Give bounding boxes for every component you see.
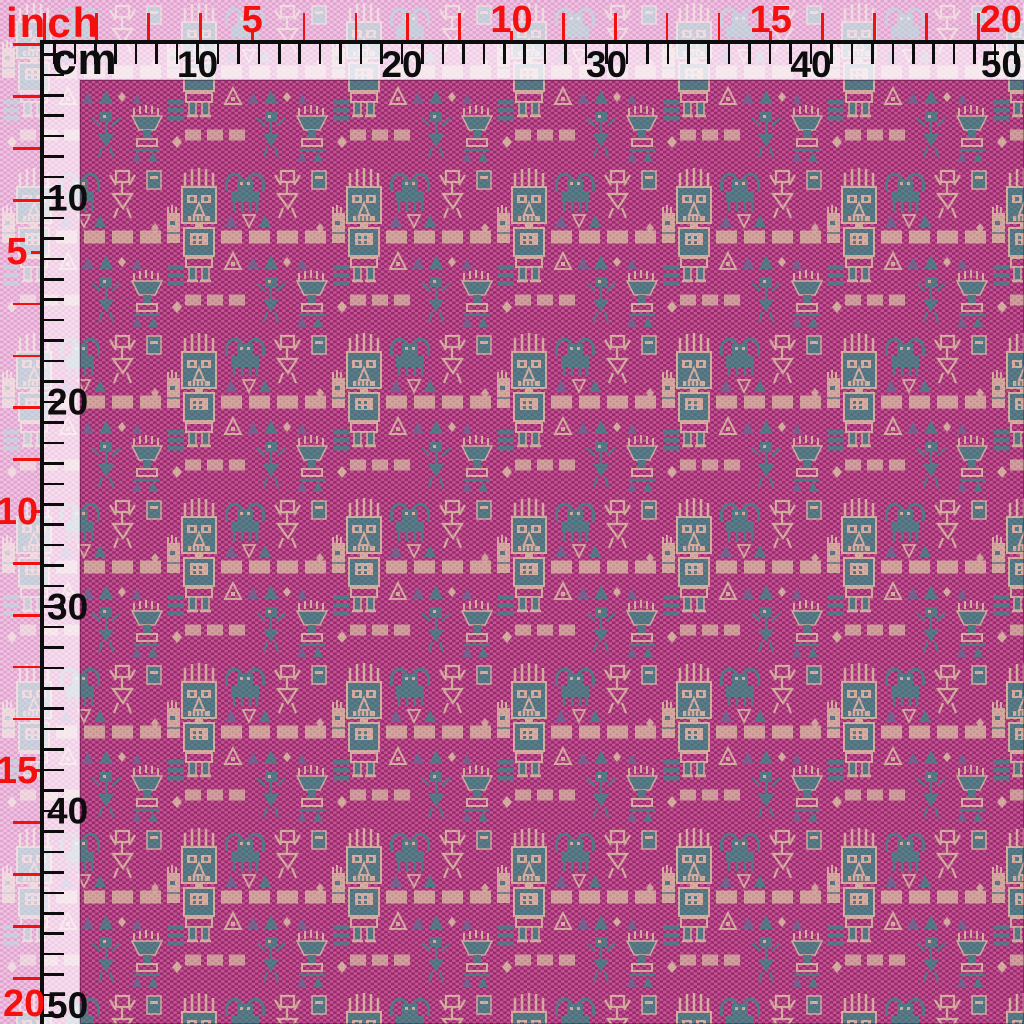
main-fabric-texture bbox=[80, 80, 1024, 1024]
ruler-backing-band-top bbox=[42, 43, 1024, 80]
main-fabric-edge bbox=[79, 79, 1024, 1024]
ruler-backing-band-left bbox=[42, 80, 80, 1024]
cm-unit-label: cm bbox=[52, 35, 118, 84]
inch-unit-label: inch bbox=[6, 0, 101, 46]
